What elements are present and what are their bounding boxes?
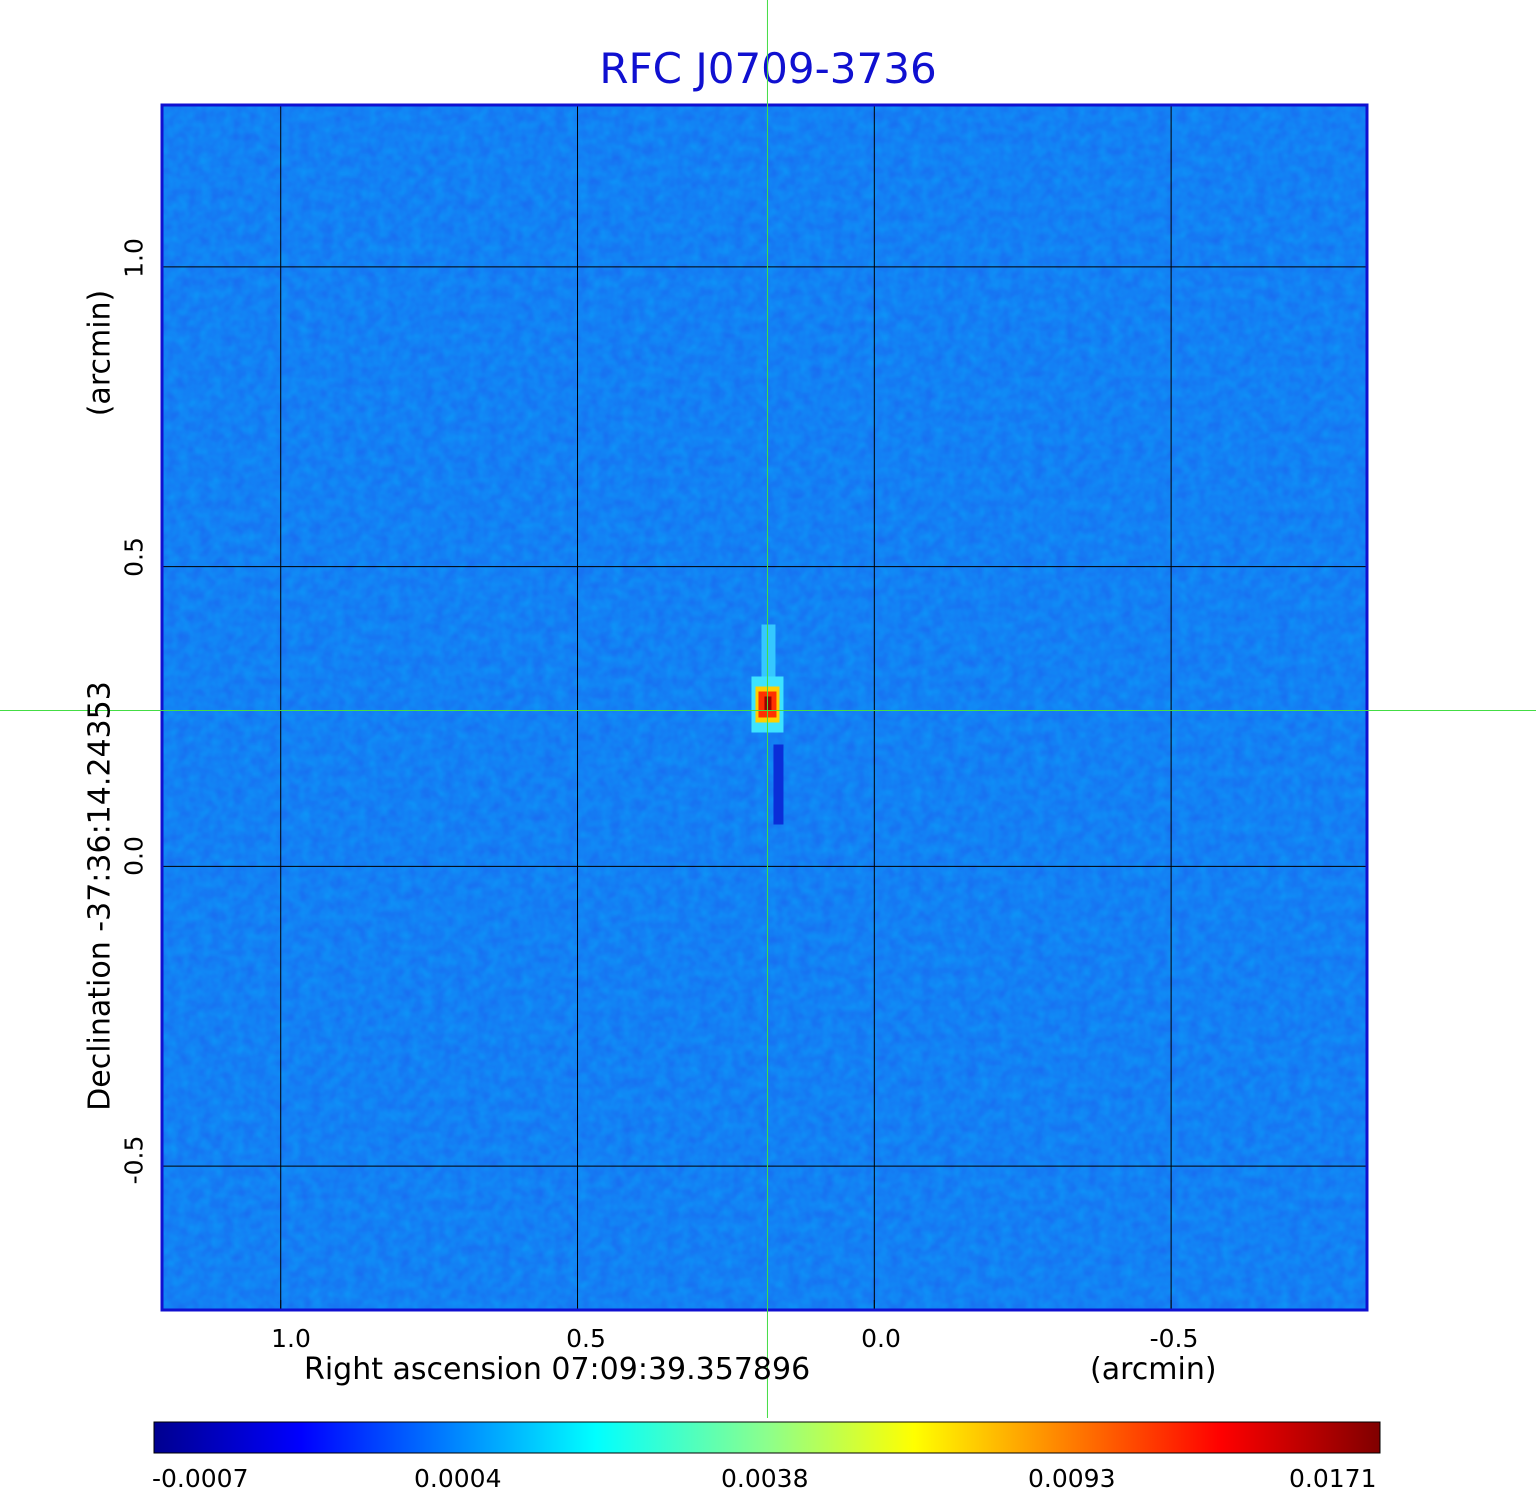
y-tick-label: 1.0 (119, 238, 149, 278)
x-tick-label: 0.0 (861, 1324, 901, 1353)
y-tick-label: -0.5 (119, 1135, 149, 1185)
image-layer (162, 105, 1367, 1310)
x-axis-label: Right ascension 07:09:39.357896 (304, 1352, 811, 1387)
colorbar-tick-label: 0.0038 (721, 1464, 809, 1493)
crosshair (0, 0, 1536, 1418)
colorbar-tick-label: -0.0007 (152, 1464, 249, 1493)
colorbar-tick-label: 0.0093 (1028, 1464, 1116, 1493)
colorbar-tick-label: 0.0171 (1289, 1464, 1377, 1493)
x-tick-label: 0.5 (566, 1324, 606, 1353)
source-sidelobe (773, 744, 784, 825)
x-tick-label: -0.5 (1149, 1324, 1199, 1353)
chart-title: RFC J0709-3736 (599, 44, 937, 93)
y-tick-label: 0.0 (119, 836, 149, 876)
y-axis-label: Declination -37:36:14.24353 (82, 681, 118, 1111)
x-tick-label: 1.0 (271, 1324, 311, 1353)
colorbar (153, 1421, 1381, 1454)
colorbar-tick-label: 0.0004 (414, 1464, 502, 1493)
plot-frame (160, 103, 1369, 1312)
grid-layer (162, 105, 1367, 1310)
y-tick-label: 0.5 (119, 537, 149, 577)
y-axis-unit: (arcmin) (82, 289, 118, 417)
x-axis-unit: (arcmin) (1090, 1352, 1217, 1387)
